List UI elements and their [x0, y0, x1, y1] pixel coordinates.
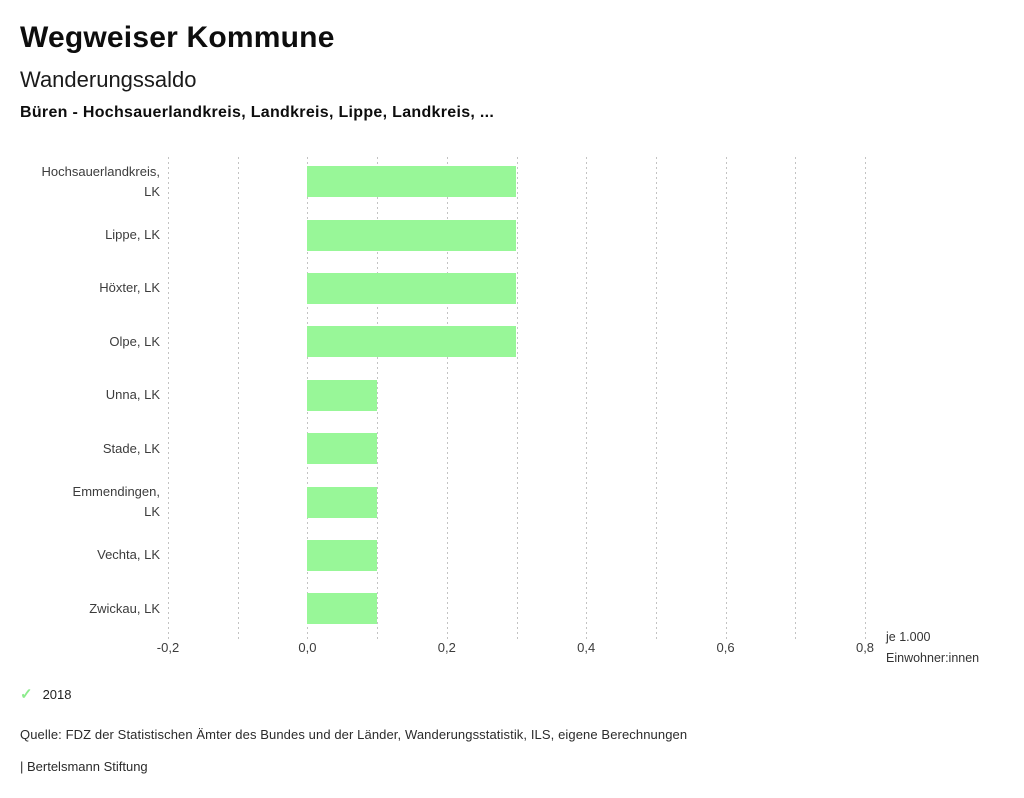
gridline [377, 157, 379, 640]
y-axis-labels: Hochsauerlandkreis, LK Lippe, LK Höxter, L… [0, 155, 160, 636]
source-note: Quelle: FDZ der Statistischen Ämter des … [20, 727, 688, 742]
chart-subtitle: Büren - Hochsauerlandkreis, Landkreis, L… [20, 104, 495, 121]
category-label: Zwickau, LK [89, 600, 160, 616]
bar-1[interactable] [307, 219, 517, 251]
x-axis-ticks: -0,2 0,0 0,2 0,4 0,6 0,8 [157, 640, 874, 658]
bar-2[interactable] [307, 273, 517, 304]
gridline [446, 157, 448, 640]
gridline [725, 157, 727, 640]
x-tick-label: 0,0 [298, 640, 317, 655]
x-tick-label: 0,6 [716, 640, 735, 655]
bar-5[interactable] [307, 433, 378, 465]
bar-6[interactable] [307, 486, 378, 518]
axis-unit-label: je 1.000 Einwohner:innen [886, 630, 980, 665]
bar-7[interactable] [307, 540, 378, 571]
gridline [865, 157, 866, 640]
category-label: Emmendingen, LK [72, 484, 160, 520]
legend-label: 2018 [42, 687, 72, 702]
branding: | Bertelsmann Stiftung [20, 759, 148, 774]
category-label: Lippe, LK [105, 227, 160, 243]
bar-0[interactable] [307, 166, 517, 198]
x-tick-label: -0,2 [156, 640, 180, 655]
gridline [586, 157, 588, 640]
category-label: Hochsauerlandkreis, LK [41, 163, 160, 199]
category-label: Olpe, LK [109, 333, 160, 349]
x-tick-label: 0,2 [437, 640, 456, 655]
category-label: Stade, LK [102, 440, 160, 456]
x-tick-label: 0,8 [855, 640, 875, 655]
gridline [168, 157, 169, 640]
x-tick-label: 0,4 [577, 640, 596, 655]
chart-title: Wanderungssaldo [20, 67, 197, 92]
bars-layer [168, 155, 865, 636]
page-title: Wegweiser Kommune [20, 21, 335, 54]
gridline [516, 157, 518, 640]
bar-3[interactable] [307, 326, 517, 358]
plot-area [168, 155, 866, 640]
legend-item-2018[interactable]: ✓ 2018 [20, 687, 72, 702]
gridline [795, 157, 797, 640]
bar-8[interactable] [307, 593, 378, 625]
category-label: Vechta, LK [97, 547, 160, 563]
gridline [237, 157, 239, 640]
gridline [655, 157, 657, 640]
check-icon: ✓ [20, 686, 33, 703]
category-label: Unna, LK [105, 387, 160, 403]
category-label: Höxter, LK [99, 280, 160, 296]
bar-4[interactable] [307, 379, 378, 411]
